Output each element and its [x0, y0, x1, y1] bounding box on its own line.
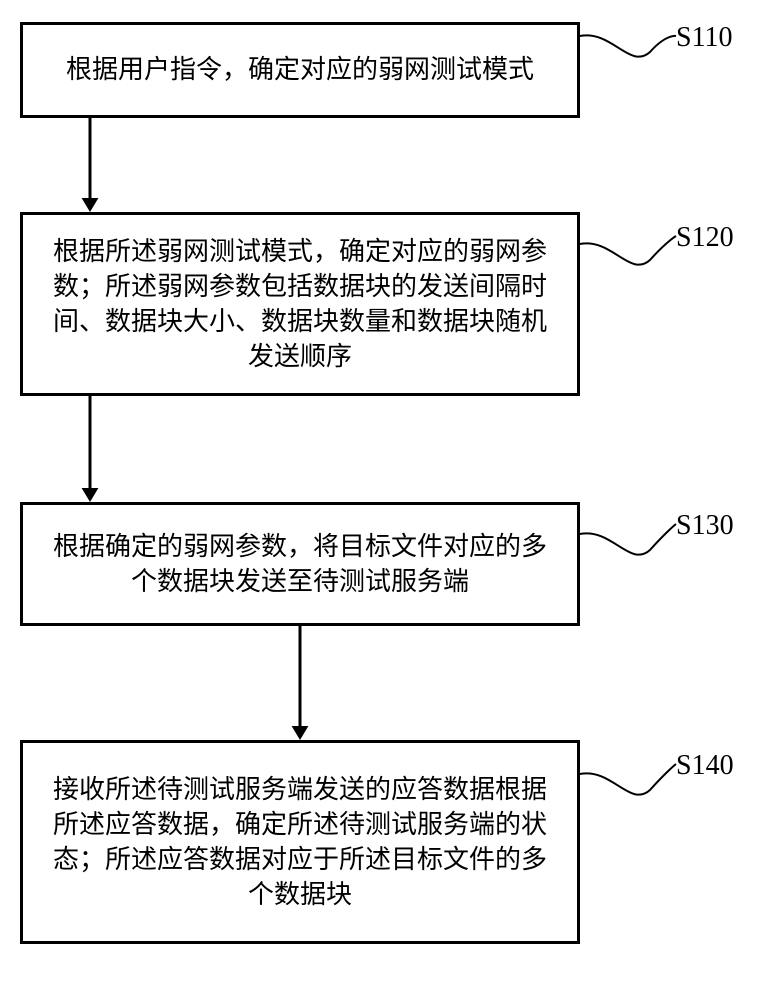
- flowchart-canvas: 根据用户指令，确定对应的弱网测试模式 S110 根据所述弱网测试模式，确定对应的…: [0, 0, 770, 1000]
- arrowhead-icon: [292, 726, 309, 740]
- edge-arrow-3: [0, 0, 770, 1000]
